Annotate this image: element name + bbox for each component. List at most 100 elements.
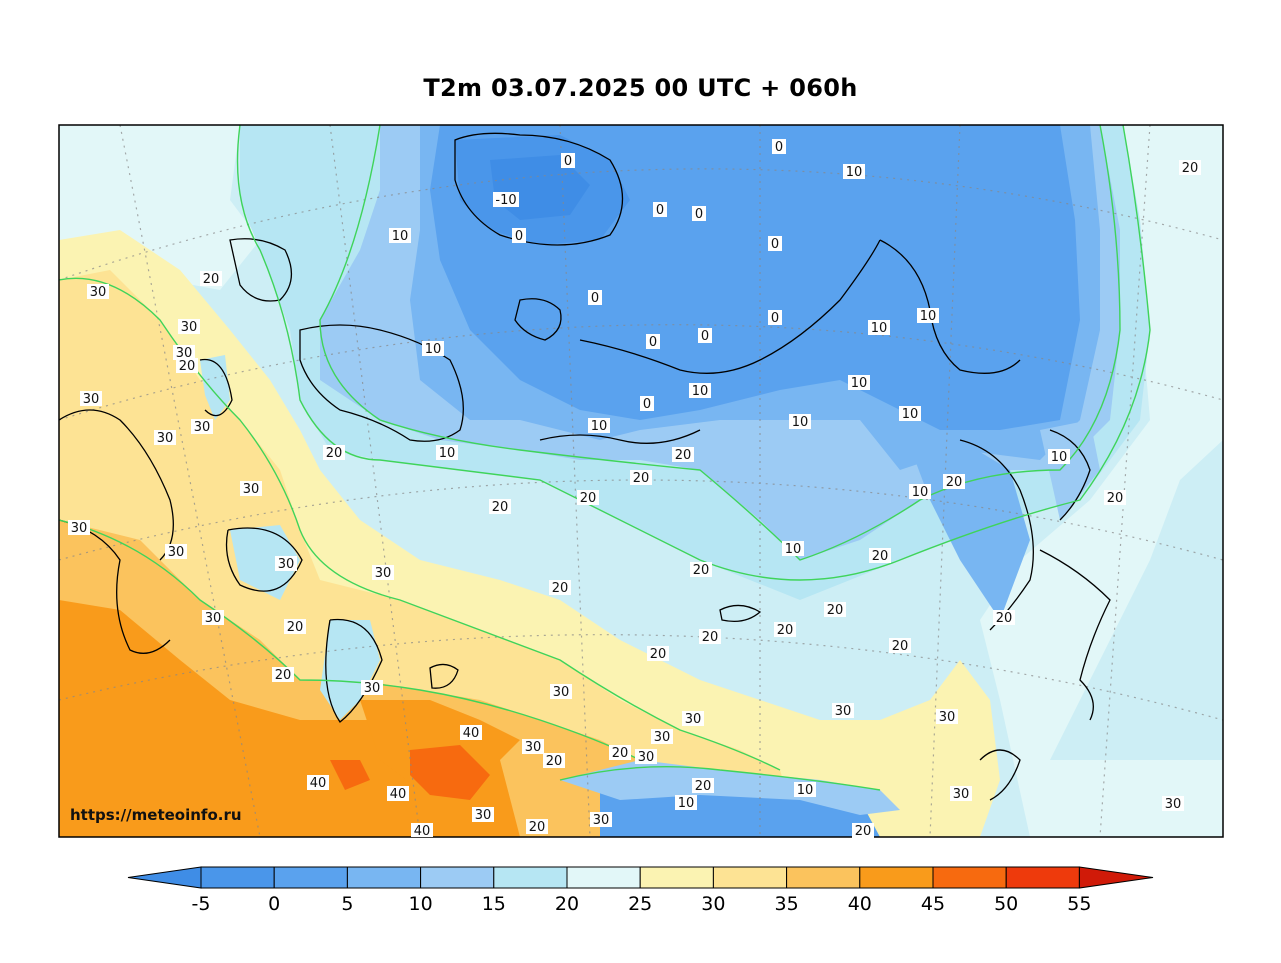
contour-label: 20 (323, 445, 345, 461)
svg-text:20: 20 (633, 471, 650, 486)
contour-label: 10 (689, 383, 711, 399)
contour-label: 30 (472, 807, 494, 823)
contour-label: 10 (675, 795, 697, 811)
svg-text:20: 20 (650, 647, 667, 662)
svg-text:10: 10 (425, 342, 442, 357)
svg-text:30: 30 (953, 787, 970, 802)
svg-text:0: 0 (771, 311, 779, 326)
contour-label: 20 (1104, 490, 1126, 506)
colorbar-tick-label: 10 (409, 893, 433, 915)
svg-text:20: 20 (529, 820, 546, 835)
svg-text:10: 10 (785, 542, 802, 557)
contour-label: 10 (436, 445, 458, 461)
colorbar-tick-label: 0 (268, 893, 280, 915)
colorbar-arrow-right (1078, 866, 1154, 889)
contour-label: 10 (789, 414, 811, 430)
svg-text:10: 10 (912, 485, 929, 500)
svg-text:20: 20 (996, 611, 1013, 626)
contour-label: 30 (178, 319, 200, 335)
contour-label: 20 (577, 490, 599, 506)
contour-labels: -10 0 0 0 0 0 0 0 0 0 0 0 10 10 10 10 10… (68, 139, 1201, 839)
svg-text:20: 20 (695, 779, 712, 794)
colorbar-tick-label: 30 (701, 893, 725, 915)
colorbar-segment (859, 866, 934, 889)
svg-text:10: 10 (846, 165, 863, 180)
contour-label: 40 (411, 823, 433, 839)
band-45-50 (410, 745, 490, 800)
svg-text:30: 30 (593, 813, 610, 828)
svg-text:10: 10 (871, 321, 888, 336)
band-valley-cool2 (560, 760, 900, 815)
contour-label: 20 (284, 619, 306, 635)
contour-label: 30 (522, 739, 544, 755)
svg-text:40: 40 (414, 824, 431, 839)
svg-text:20: 20 (702, 630, 719, 645)
contour-label: 20 (609, 745, 631, 761)
colorbar-segment (639, 866, 714, 889)
svg-text:30: 30 (685, 712, 702, 727)
svg-text:30: 30 (176, 346, 193, 361)
colorbar-tick-label: 5 (341, 893, 353, 915)
svg-text:30: 30 (90, 285, 107, 300)
colorbar-arrow-left (127, 866, 202, 889)
contour-label: 10 (422, 341, 444, 357)
contour-label: 30 (361, 680, 383, 696)
contour-label: 30 (240, 481, 262, 497)
band-45-50-b (330, 760, 370, 790)
svg-text:30: 30 (205, 611, 222, 626)
contour-label: 0 (772, 139, 786, 155)
svg-text:10: 10 (692, 384, 709, 399)
contour-label: 10 (794, 782, 816, 798)
contour-label: 20 (824, 602, 846, 618)
contour-label: 30 (635, 749, 657, 765)
contour-label: -10 (493, 192, 519, 208)
svg-text:10: 10 (920, 309, 937, 324)
svg-text:30: 30 (168, 545, 185, 560)
contour-label: 0 (653, 202, 667, 218)
colorbar: -5 0 5 10 15 20 25 30 35 40 45 50 55 (127, 866, 1154, 915)
svg-text:30: 30 (553, 685, 570, 700)
svg-text:10: 10 (851, 376, 868, 391)
contour-label: 0 (588, 290, 602, 306)
contour-label: 30 (275, 556, 297, 572)
svg-text:10: 10 (797, 783, 814, 798)
svg-text:0: 0 (701, 329, 709, 344)
contour-label: 20 (699, 629, 721, 645)
colorbar-segment (200, 866, 275, 889)
contour-label: 20 (852, 823, 874, 839)
contour-label: 10 (899, 406, 921, 422)
contour-label: 10 (843, 164, 865, 180)
contour-label: 30 (550, 684, 572, 700)
svg-text:0: 0 (591, 291, 599, 306)
colorbar-tick-label: 50 (994, 893, 1018, 915)
contour-label: 10 (389, 228, 411, 244)
contour-label: 20 (549, 580, 571, 596)
contour-label: 20 (692, 778, 714, 794)
colorbar-tick-label: 20 (555, 893, 579, 915)
svg-text:30: 30 (243, 482, 260, 497)
svg-text:20: 20 (275, 668, 292, 683)
contour-label: 30 (682, 711, 704, 727)
svg-text:0: 0 (649, 335, 657, 350)
contour-label: 30 (191, 419, 213, 435)
contour-label: 20 (672, 447, 694, 463)
contour-label: 0 (640, 396, 654, 412)
contour-label: 0 (692, 206, 706, 222)
svg-text:20: 20 (612, 746, 629, 761)
svg-text:30: 30 (835, 704, 852, 719)
svg-text:20: 20 (872, 549, 889, 564)
contour-label: 0 (768, 310, 782, 326)
svg-text:10: 10 (439, 446, 456, 461)
svg-text:40: 40 (463, 726, 480, 741)
svg-text:20: 20 (675, 448, 692, 463)
svg-text:30: 30 (475, 808, 492, 823)
contour-label: 0 (768, 236, 782, 252)
contour-label: 20 (630, 470, 652, 486)
kamchatka-band (1040, 420, 1100, 520)
contour-label: 20 (543, 753, 565, 769)
svg-text:20: 20 (777, 623, 794, 638)
contour-label: 0 (698, 328, 712, 344)
colorbar-tick-label: 15 (482, 893, 506, 915)
svg-text:30: 30 (83, 392, 100, 407)
